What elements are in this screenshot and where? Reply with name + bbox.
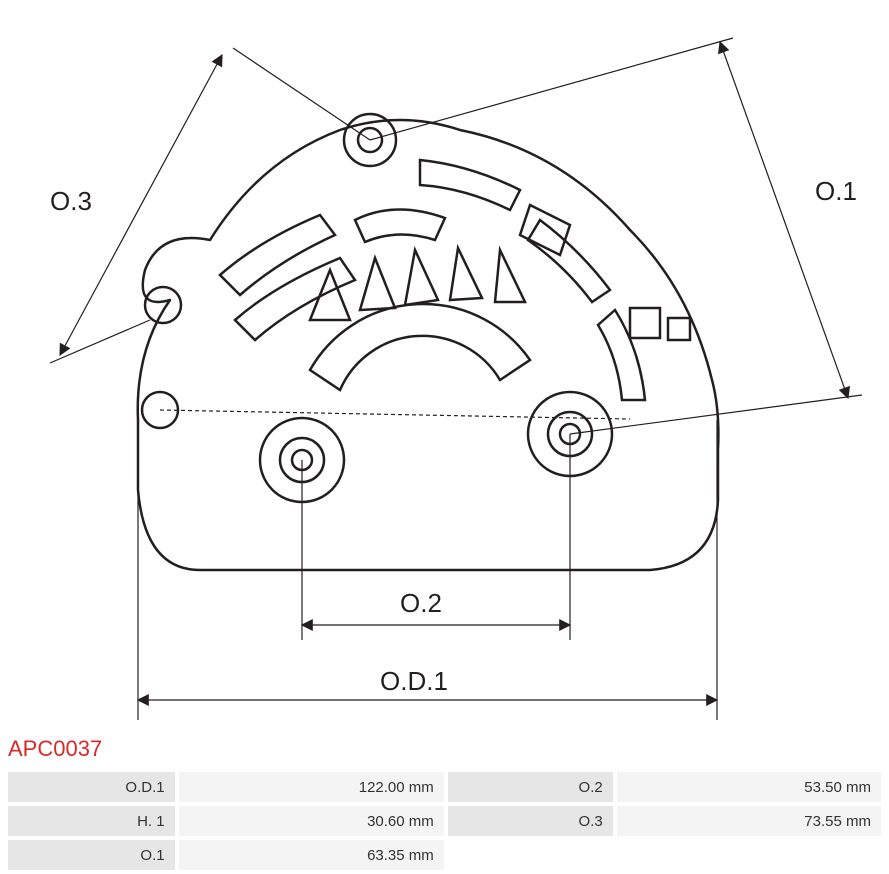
technical-drawing: O.1 O.3 O.2 O.D.1	[0, 0, 889, 730]
dim-label-cell: O.3	[448, 806, 613, 836]
part-outline	[138, 114, 719, 570]
svg-text:O.D.1: O.D.1	[380, 666, 448, 696]
dim-label-cell: O.D.1	[8, 772, 175, 802]
dim-label-cell	[448, 840, 613, 870]
dim-label-cell: O.1	[8, 840, 175, 870]
dim-value-cell: 53.50 mm	[617, 772, 881, 802]
part-number: APC0037	[8, 736, 102, 762]
svg-text:O.1: O.1	[815, 176, 857, 206]
dim-value-cell: 73.55 mm	[617, 806, 881, 836]
dim-label-cell: H. 1	[8, 806, 175, 836]
dim-value-cell: 122.00 mm	[179, 772, 444, 802]
dim-value-cell: 63.35 mm	[179, 840, 444, 870]
dimension-table: O.D.1122.00 mmO.253.50 mm H. 130.60 mmO.3…	[4, 768, 885, 874]
dim-value-cell: 30.60 mm	[179, 806, 444, 836]
svg-text:O.3: O.3	[50, 186, 92, 216]
dim-value-cell	[617, 840, 881, 870]
dim-label-cell: O.2	[448, 772, 613, 802]
svg-text:O.2: O.2	[400, 588, 442, 618]
